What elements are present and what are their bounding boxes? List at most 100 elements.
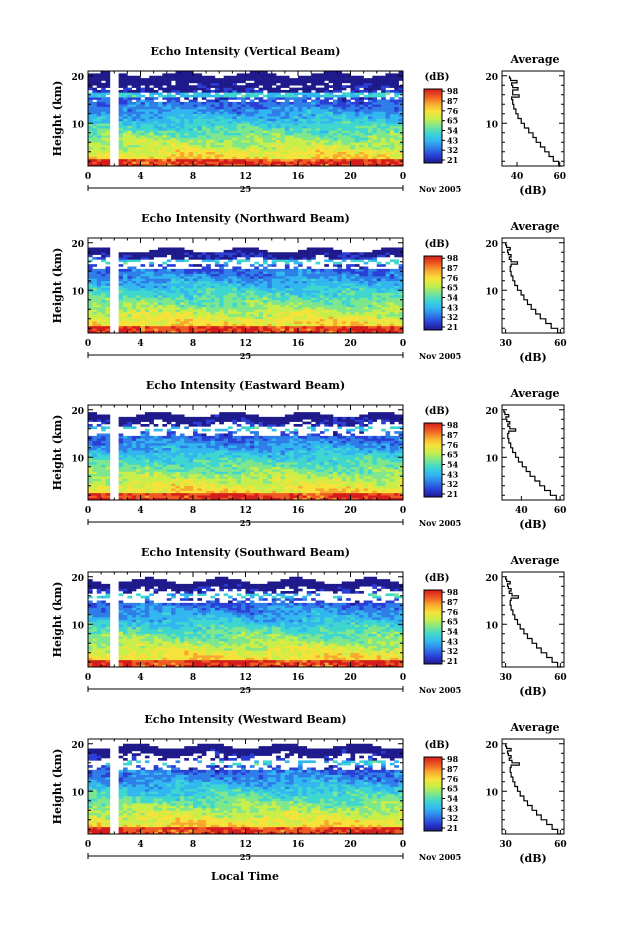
heatmap-cell	[372, 137, 378, 141]
heatmap-cell	[363, 147, 369, 150]
heatmap-cell	[363, 302, 369, 305]
heatmap-cell	[319, 111, 325, 115]
heatmap-cell	[236, 254, 242, 258]
heatmap-cell	[175, 82, 181, 86]
heatmap-cell	[214, 128, 220, 131]
heatmap-cell	[131, 142, 137, 145]
heatmap-cell	[271, 318, 277, 322]
heatmap-cell	[166, 271, 172, 274]
heatmap-cell	[162, 328, 168, 331]
heatmap-cell	[254, 139, 259, 143]
heatmap-cell	[359, 328, 364, 331]
heatmap-cell	[289, 106, 294, 110]
heatmap-cells	[88, 71, 404, 167]
panel-1: Echo Intensity (Vertical Beam)1020Height…	[51, 45, 566, 197]
heatmap-cell	[324, 323, 329, 327]
heatmap-cell	[228, 87, 233, 91]
heatmap-cell	[284, 151, 290, 155]
heatmap-cell	[315, 283, 321, 286]
heatmap-cell	[359, 330, 364, 334]
heatmap-cell	[140, 311, 146, 315]
heatmap-cell	[206, 292, 211, 296]
heatmap-cell	[381, 314, 386, 317]
heatmap-cell	[350, 278, 356, 282]
heatmap-cell	[385, 252, 391, 255]
heatmap-cell	[359, 123, 364, 126]
heatmap-cell	[333, 163, 338, 167]
heatmap-cell	[118, 94, 124, 98]
heatmap-cell	[350, 328, 356, 331]
heatmap-cell	[306, 87, 312, 91]
heatmap-cell	[236, 252, 242, 255]
heatmap-cell	[175, 130, 181, 134]
heatmap-cell	[337, 156, 343, 160]
heatmap-cell	[123, 271, 128, 274]
heatmap-cell	[105, 137, 111, 141]
heatmap-cell	[144, 257, 150, 260]
heatmap-cell	[171, 278, 176, 282]
heatmap-cell	[197, 123, 203, 126]
heatmap-cell	[131, 144, 137, 148]
heatmap-cell	[258, 101, 264, 105]
heatmap-cell	[315, 82, 321, 86]
heatmap-cell	[341, 271, 347, 274]
heatmap-cell	[101, 309, 106, 312]
heatmap-cell	[206, 314, 211, 317]
heatmap-cell	[149, 130, 154, 134]
heatmap-cell	[197, 299, 203, 303]
heatmap-cell	[232, 116, 238, 119]
heatmap-cell	[223, 280, 229, 284]
heatmap-cell	[92, 292, 98, 296]
heatmap-cell	[359, 132, 364, 136]
heatmap-cell	[223, 120, 229, 124]
heatmap-cell	[214, 106, 220, 110]
heatmap-cell	[306, 259, 312, 263]
heatmap-cell	[376, 268, 382, 272]
heatmap-cell	[337, 290, 343, 293]
heatmap-cell	[368, 252, 373, 255]
colorbar-tick-label: 76	[447, 106, 459, 116]
heatmap-cell	[184, 252, 189, 255]
heatmap-cell	[280, 135, 286, 138]
heatmap-cell	[206, 90, 211, 93]
heatmap-cell	[263, 151, 268, 155]
heatmap-cell	[92, 132, 98, 136]
heatmap-cell	[149, 325, 154, 329]
heatmap-cell	[298, 139, 303, 143]
heatmap-cell	[372, 154, 378, 157]
heatmap-cell	[184, 268, 189, 272]
heatmap-cell	[346, 123, 351, 126]
heatmap-cell	[144, 82, 150, 86]
heatmap-cell	[219, 118, 224, 122]
heatmap-cell	[368, 78, 373, 81]
heatmap-cell	[184, 321, 189, 324]
heatmap-cell	[271, 299, 277, 303]
heatmap-cell	[385, 287, 391, 291]
heatmap-cell	[179, 156, 185, 160]
heatmap-cell	[368, 163, 373, 167]
heatmap-cell	[376, 302, 382, 305]
heatmap-cell	[363, 266, 369, 270]
heatmap-cell	[236, 109, 242, 112]
heatmap-cell	[385, 104, 391, 107]
heatmap-cell	[298, 137, 303, 141]
heatmap-cell	[118, 285, 124, 289]
heatmap-cell	[359, 137, 364, 141]
heatmap-cell	[293, 257, 299, 260]
heatmap-cell	[346, 287, 351, 291]
heatmap-cell	[346, 156, 351, 160]
heatmap-cell	[376, 85, 382, 88]
heatmap-cell	[223, 147, 229, 150]
heatmap-cell	[249, 120, 255, 124]
heatmap-cell	[302, 116, 308, 119]
heatmap-cell	[206, 109, 211, 112]
heatmap-cell	[350, 120, 356, 124]
heatmap-cell	[271, 268, 277, 272]
heatmap-cell	[298, 295, 303, 298]
heatmap-cell	[359, 128, 364, 131]
heatmap-cell	[127, 90, 133, 93]
heatmap-cell	[254, 283, 259, 286]
heatmap-cell	[368, 316, 373, 320]
heatmap-cell	[293, 254, 299, 258]
heatmap-cell	[219, 304, 224, 308]
